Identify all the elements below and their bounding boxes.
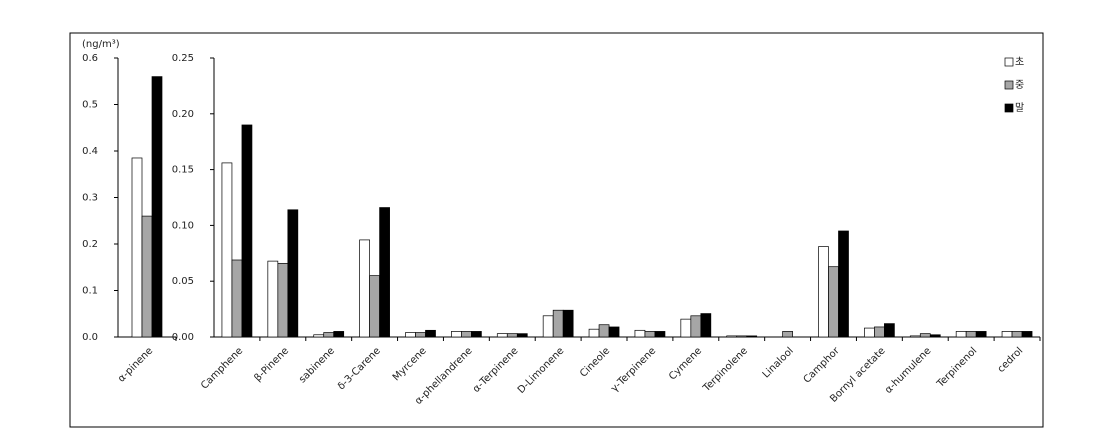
legend-label: 말 bbox=[1015, 102, 1024, 114]
bar bbox=[506, 333, 518, 338]
bar bbox=[542, 315, 554, 338]
bar bbox=[287, 209, 299, 338]
x-tick-label: γ-Terpinene bbox=[609, 345, 658, 394]
x-tick-label: D-Limonene bbox=[516, 345, 567, 396]
bar bbox=[588, 328, 600, 338]
y-tick-label: 0.1 bbox=[82, 286, 98, 297]
x-tick-label: α-Terpinene bbox=[471, 345, 520, 394]
y-axis-label: (ng/m³) bbox=[82, 39, 120, 50]
x-tick-label: Terpinenol bbox=[934, 345, 979, 390]
bar bbox=[782, 331, 793, 338]
bar bbox=[1011, 331, 1023, 338]
bar bbox=[405, 332, 416, 338]
bar bbox=[241, 124, 253, 338]
legend-swatch bbox=[1004, 80, 1014, 90]
bar bbox=[598, 324, 610, 338]
y-tick-label: 0.10 bbox=[172, 220, 194, 231]
bar bbox=[736, 335, 748, 338]
bar bbox=[700, 313, 712, 338]
x-tick-label: Camphor bbox=[802, 345, 843, 386]
bar bbox=[333, 331, 345, 338]
bar bbox=[690, 315, 702, 338]
bar bbox=[965, 331, 977, 338]
bar bbox=[828, 266, 839, 338]
bar bbox=[1001, 331, 1013, 338]
bar bbox=[221, 162, 233, 338]
frame bbox=[69, 32, 1044, 428]
legend-swatch bbox=[1004, 103, 1014, 113]
bar bbox=[818, 246, 829, 338]
y-tick-label: 0.3 bbox=[82, 193, 98, 204]
bar bbox=[151, 76, 163, 338]
bar bbox=[552, 309, 564, 338]
bar bbox=[516, 333, 528, 338]
y-tick-label: 0.05 bbox=[172, 276, 194, 287]
bar bbox=[562, 309, 574, 338]
bar bbox=[267, 260, 279, 338]
bar bbox=[425, 329, 436, 338]
bar bbox=[644, 331, 656, 338]
x-tick-label: Terpinolene bbox=[701, 345, 750, 394]
bar bbox=[746, 335, 758, 338]
bar bbox=[141, 215, 153, 338]
y-tick-label: 0.4 bbox=[82, 146, 98, 157]
bar bbox=[955, 331, 967, 338]
bar bbox=[680, 318, 692, 338]
x-tick-label: α-humulene bbox=[883, 345, 933, 395]
bar bbox=[909, 335, 921, 338]
x-tick-label: Cineole bbox=[578, 345, 612, 379]
bar bbox=[496, 333, 508, 338]
bar bbox=[929, 334, 941, 338]
x-tick-label: sabinene bbox=[297, 345, 337, 385]
bar bbox=[838, 230, 849, 338]
x-tick-label: Cymene bbox=[667, 345, 704, 382]
bar bbox=[471, 331, 482, 338]
bar bbox=[415, 332, 426, 338]
legend-label: 초 bbox=[1015, 56, 1024, 68]
x-tick-label: α-pinene bbox=[116, 345, 155, 384]
y-tick-label: 0.6 bbox=[82, 53, 98, 64]
bar bbox=[451, 331, 462, 338]
y-tick-label: 0.2 bbox=[82, 239, 98, 250]
x-tick-label: Camphene bbox=[199, 345, 245, 391]
y-tick-label: 0.15 bbox=[172, 165, 194, 176]
y-tick-label: 0.00 bbox=[172, 332, 194, 343]
x-tick-label: Myrcene bbox=[391, 345, 429, 383]
bar bbox=[884, 323, 895, 338]
bar bbox=[461, 331, 472, 338]
bar bbox=[919, 333, 931, 338]
x-tick-label: cedrol bbox=[996, 345, 1026, 375]
bar bbox=[379, 207, 390, 338]
x-tick-label: Linalool bbox=[761, 345, 796, 380]
bar bbox=[634, 329, 646, 338]
y-tick-label: 0.20 bbox=[172, 109, 194, 120]
bar bbox=[277, 262, 289, 338]
x-tick-label: δ-3-Carene bbox=[336, 345, 383, 392]
legend-swatch bbox=[1004, 57, 1014, 67]
bar bbox=[1021, 331, 1033, 338]
bar bbox=[359, 239, 370, 338]
bar bbox=[231, 259, 243, 338]
bar bbox=[369, 275, 380, 338]
bar bbox=[608, 326, 620, 338]
bar bbox=[864, 327, 875, 338]
bar bbox=[654, 331, 666, 338]
legend-label: 중 bbox=[1015, 79, 1024, 91]
bar bbox=[726, 335, 738, 338]
y-tick-label: 0.0 bbox=[82, 332, 98, 343]
x-tick-label: β-Pinene bbox=[252, 345, 291, 384]
bar bbox=[874, 326, 885, 338]
bar bbox=[131, 157, 143, 338]
bar bbox=[323, 332, 335, 338]
bar bbox=[975, 331, 987, 338]
y-tick-label: 0.5 bbox=[82, 100, 98, 111]
y-tick-label: 0.25 bbox=[172, 53, 194, 64]
bar bbox=[313, 334, 325, 338]
